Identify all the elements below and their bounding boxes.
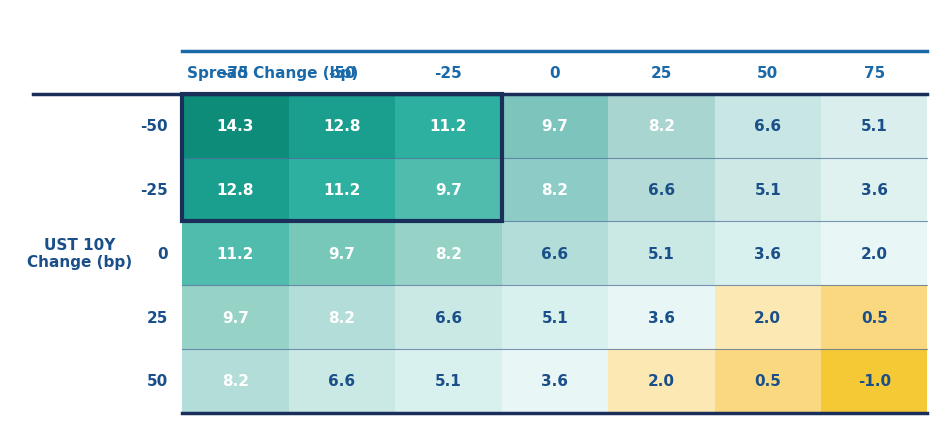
Text: 0.5: 0.5 bbox=[755, 374, 781, 388]
Text: 6.6: 6.6 bbox=[434, 310, 462, 325]
Text: 25: 25 bbox=[147, 310, 168, 325]
Text: 6.6: 6.6 bbox=[754, 119, 782, 134]
Text: 75: 75 bbox=[864, 66, 884, 80]
Text: 8.2: 8.2 bbox=[542, 183, 568, 197]
Text: 8.2: 8.2 bbox=[435, 246, 461, 261]
Text: 2.0: 2.0 bbox=[861, 246, 887, 261]
Text: Spread Change (bp): Spread Change (bp) bbox=[187, 66, 358, 80]
Text: 9.7: 9.7 bbox=[435, 183, 461, 197]
Text: 2.0: 2.0 bbox=[755, 310, 781, 325]
Text: 3.6: 3.6 bbox=[648, 310, 674, 325]
Text: 0: 0 bbox=[158, 246, 168, 261]
Text: 9.7: 9.7 bbox=[222, 310, 248, 325]
Text: -1.0: -1.0 bbox=[857, 374, 891, 388]
Text: 8.2: 8.2 bbox=[222, 374, 248, 388]
Text: 5.1: 5.1 bbox=[861, 119, 887, 134]
Text: -50: -50 bbox=[140, 119, 168, 134]
Text: 5.1: 5.1 bbox=[648, 246, 674, 261]
Text: 9.7: 9.7 bbox=[329, 246, 355, 261]
Text: 9.7: 9.7 bbox=[542, 119, 568, 134]
Text: 0: 0 bbox=[549, 66, 560, 80]
Text: -25: -25 bbox=[140, 183, 168, 197]
Text: 8.2: 8.2 bbox=[329, 310, 355, 325]
Text: 8.2: 8.2 bbox=[648, 119, 674, 134]
Text: -50: -50 bbox=[328, 66, 356, 80]
Text: UST 10Y
Change (bp): UST 10Y Change (bp) bbox=[27, 237, 132, 270]
Text: 12.8: 12.8 bbox=[217, 183, 254, 197]
Text: 3.6: 3.6 bbox=[542, 374, 568, 388]
Text: 50: 50 bbox=[757, 66, 778, 80]
Text: 6.6: 6.6 bbox=[328, 374, 356, 388]
Text: 6.6: 6.6 bbox=[541, 246, 569, 261]
Text: 25: 25 bbox=[651, 66, 672, 80]
Text: 6.6: 6.6 bbox=[647, 183, 675, 197]
Text: -75: -75 bbox=[221, 66, 249, 80]
Text: 2.0: 2.0 bbox=[648, 374, 674, 388]
Text: 0.5: 0.5 bbox=[861, 310, 887, 325]
Text: 14.3: 14.3 bbox=[217, 119, 254, 134]
Text: 5.1: 5.1 bbox=[542, 310, 568, 325]
Text: 11.2: 11.2 bbox=[323, 183, 361, 197]
Text: 12.8: 12.8 bbox=[323, 119, 361, 134]
Text: 11.2: 11.2 bbox=[430, 119, 467, 134]
Text: 3.6: 3.6 bbox=[755, 246, 781, 261]
Text: 11.2: 11.2 bbox=[217, 246, 254, 261]
Text: 5.1: 5.1 bbox=[435, 374, 461, 388]
Text: 3.6: 3.6 bbox=[861, 183, 887, 197]
Text: -25: -25 bbox=[434, 66, 462, 80]
Text: 50: 50 bbox=[147, 374, 168, 388]
Text: 5.1: 5.1 bbox=[755, 183, 781, 197]
